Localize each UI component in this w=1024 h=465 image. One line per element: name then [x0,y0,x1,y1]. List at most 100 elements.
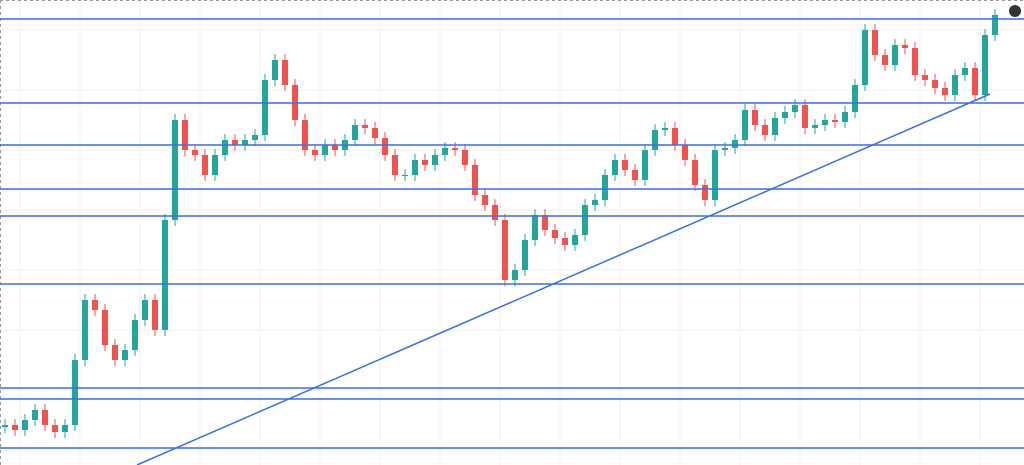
candle-body [612,160,618,175]
candle-body [552,230,558,238]
candle-body [82,300,88,360]
candle-body [352,125,358,140]
candle-body [2,425,8,427]
candle-body [772,118,778,135]
candle-body [562,238,568,245]
candle-body [682,145,688,160]
candle-body [852,85,858,112]
candle-body [182,120,188,150]
candle-body [122,350,128,360]
candle-body [522,240,528,270]
candle-body [402,175,408,176]
candle-body [662,128,668,130]
candle-body [272,60,278,80]
candle-body [332,145,338,150]
candle-body [892,45,898,65]
candle-body [132,320,138,350]
candle-body [482,195,488,205]
candle-body [602,175,608,200]
candle-body [232,140,238,145]
candle-body [732,140,738,148]
candle-body [712,150,718,200]
candle-body [202,155,208,175]
candle-body [842,112,848,122]
candle-body [362,125,368,128]
candle-body [242,140,248,145]
candle-body [62,425,68,432]
candle-body [592,200,598,205]
candle-body [32,410,38,420]
candle-body [152,300,158,330]
candle-body [162,220,168,330]
candle-body [312,150,318,155]
candle-body [702,185,708,200]
candle-body [922,75,928,80]
candle-body [252,135,258,140]
candle-body [92,300,98,310]
candle-body [622,160,628,170]
candle-body [302,120,308,150]
candle-body [392,155,398,175]
candle-body [862,30,868,85]
candle-body [52,425,58,432]
candle-body [142,300,148,320]
candle-body [672,128,678,145]
candle-body [452,148,458,150]
candle-body [462,150,468,165]
candle-body [492,205,498,220]
candle-body [902,45,908,48]
candle-body [572,235,578,245]
candle-body [212,155,218,175]
candle-body [962,68,968,75]
candle-body [112,345,118,360]
candle-body [282,60,288,85]
candle-body [832,120,838,122]
candle-body [722,148,728,150]
candle-body [782,112,788,118]
candle-body [192,150,198,155]
candle-body [472,165,478,195]
candle-body [942,88,948,95]
candle-body [422,160,428,165]
candle-body [382,138,388,155]
candle-body [12,425,18,430]
candle-body [632,170,638,180]
candle-body [932,80,938,88]
candle-body [792,105,798,112]
settings-icon[interactable] [1009,5,1021,17]
candle-body [222,140,228,155]
candle-body [912,48,918,75]
candle-body [812,125,818,128]
candle-body [42,410,48,425]
candle-body [542,215,548,230]
candle-body [822,120,828,125]
candle-body [262,80,268,135]
candle-body [532,215,538,240]
candle-body [802,105,808,128]
candle-body [692,160,698,185]
candle-body [982,35,988,95]
candle-body [432,155,438,165]
candle-body [872,30,878,55]
candle-body [992,15,998,35]
candle-body [642,150,648,180]
candle-body [102,310,108,345]
candle-body [882,55,888,65]
candle-body [972,68,978,95]
candle-body [322,145,328,155]
trendline [136,93,991,465]
candle-body [412,160,418,175]
candle-body [762,125,768,135]
candle-body [512,270,518,280]
candle-body [952,75,958,95]
candle-body [742,110,748,140]
candle-body [172,120,178,220]
candle-body [502,220,508,280]
candle-body [22,420,28,430]
candle-body [752,110,758,125]
candle-body [442,148,448,155]
candle-body [72,360,78,425]
